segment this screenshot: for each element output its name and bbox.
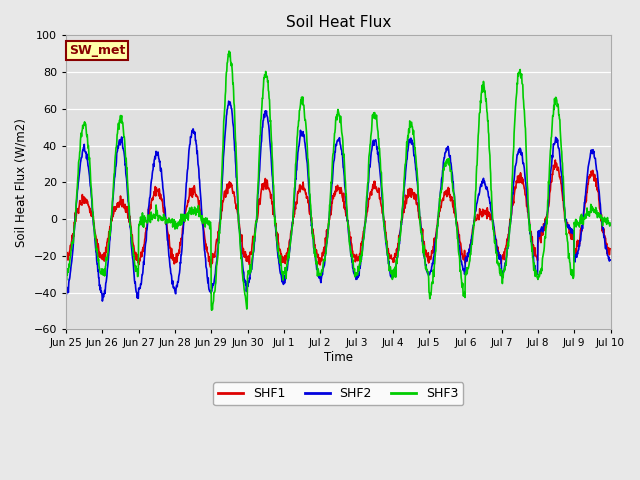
SHF3 bbox=[245, 270, 253, 276]
SHF1 bbox=[606, 246, 614, 252]
SHF3 bbox=[606, 220, 614, 226]
SHF3 bbox=[170, 219, 178, 225]
Title: Soil Heat Flux: Soil Heat Flux bbox=[285, 15, 391, 30]
SHF1 bbox=[552, 157, 559, 163]
SHF2 bbox=[494, 248, 502, 254]
SHF1 bbox=[207, 264, 214, 270]
SHF1 bbox=[170, 256, 178, 262]
Line: SHF2: SHF2 bbox=[66, 101, 610, 301]
SHF3 bbox=[183, 216, 191, 221]
SHF2 bbox=[225, 98, 232, 104]
SHF3 bbox=[225, 48, 233, 54]
Y-axis label: Soil Heat Flux (W/m2): Soil Heat Flux (W/m2) bbox=[15, 118, 28, 247]
SHF3 bbox=[494, 262, 502, 267]
SHF2 bbox=[245, 279, 253, 285]
SHF1 bbox=[494, 244, 502, 250]
SHF3 bbox=[423, 266, 431, 272]
SHF2 bbox=[184, 167, 191, 173]
SHF1 bbox=[423, 252, 431, 258]
SHF3 bbox=[62, 273, 70, 279]
X-axis label: Time: Time bbox=[324, 351, 353, 364]
SHF3 bbox=[542, 224, 550, 229]
SHF2 bbox=[542, 218, 550, 224]
SHF2 bbox=[99, 298, 106, 304]
Legend: SHF1, SHF2, SHF3: SHF1, SHF2, SHF3 bbox=[214, 383, 463, 406]
SHF3 bbox=[208, 307, 216, 313]
SHF2 bbox=[606, 257, 614, 263]
Text: SW_met: SW_met bbox=[69, 44, 125, 57]
SHF1 bbox=[244, 259, 252, 264]
SHF1 bbox=[542, 215, 550, 220]
SHF1 bbox=[62, 252, 70, 258]
SHF2 bbox=[62, 289, 70, 295]
SHF1 bbox=[183, 204, 191, 209]
Line: SHF1: SHF1 bbox=[66, 160, 610, 267]
SHF2 bbox=[423, 267, 431, 273]
SHF2 bbox=[170, 284, 178, 290]
Line: SHF3: SHF3 bbox=[66, 51, 610, 310]
